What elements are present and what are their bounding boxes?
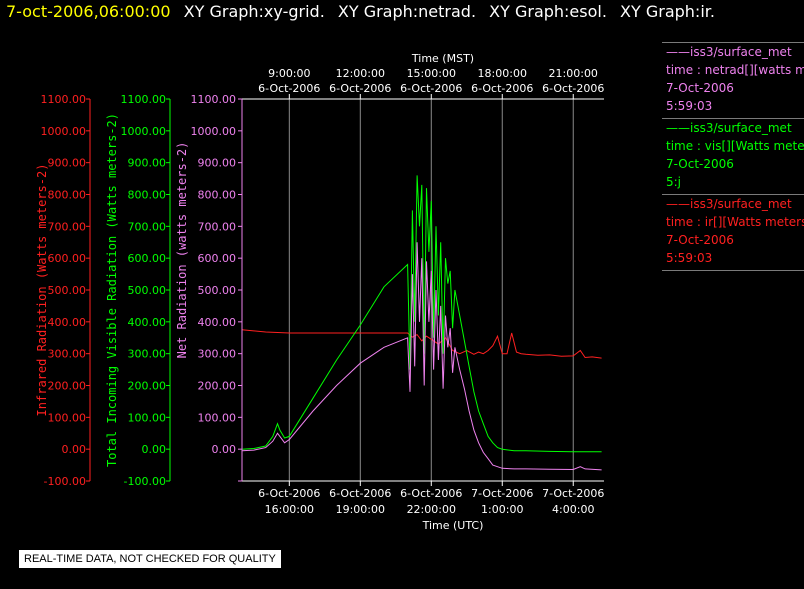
- y-tick-label-net-12: 1100.00: [191, 93, 237, 106]
- y-tick-label-vis-8: 700.00: [128, 220, 167, 233]
- y-axis-title-ir: Infrared Radiation (Watts meters-2): [35, 164, 49, 417]
- top-tick-time-0: 9:00:00: [268, 67, 310, 80]
- top-axis-title: Time (MST): [411, 52, 474, 65]
- y-tick-label-vis-0: -100.00: [124, 475, 166, 488]
- legend-source: ——iss3/surface_met: [666, 45, 792, 59]
- y-tick-label-vis-1: 0.00: [142, 443, 167, 456]
- header-title-ir[interactable]: XY Graph:ir.: [620, 2, 715, 21]
- y-tick-label-ir-7: 600.00: [48, 252, 87, 265]
- bottom-tick-date-4: 7-Oct-2006: [542, 487, 604, 500]
- bottom-tick-date-3: 7-Oct-2006: [471, 487, 533, 500]
- bottom-axis-title: Time (UTC): [422, 519, 484, 532]
- y-tick-label-vis-2: 100.00: [128, 411, 167, 424]
- top-tick-date-2: 6-Oct-2006: [400, 82, 462, 95]
- y-tick-label-vis-4: 300.00: [128, 348, 167, 361]
- series-layer: [241, 175, 602, 471]
- top-tick-date-3: 6-Oct-2006: [471, 82, 533, 95]
- top-tick-time-3: 18:00:00: [478, 67, 527, 80]
- y-tick-label-net-11: 1000.00: [191, 125, 237, 138]
- header-title-esol[interactable]: XY Graph:esol.: [489, 2, 607, 21]
- top-tick-time-2: 15:00:00: [407, 67, 456, 80]
- legend-date: 7-Oct-2006: [666, 157, 734, 171]
- y-tick-label-net-8: 700.00: [198, 220, 237, 233]
- bottom-tick-date-2: 6-Oct-2006: [400, 487, 462, 500]
- y-tick-label-net-5: 400.00: [198, 316, 237, 329]
- text-layer: -100.00 0.00 100.00 200.00 300.00 400.00 500.0…: [35, 52, 604, 532]
- top-tick-date-4: 6-Oct-2006: [542, 82, 604, 95]
- bottom-tick-time-3: 1:00:00: [481, 503, 523, 516]
- legend-date: 7-Oct-2006: [666, 233, 734, 247]
- y-tick-label-ir-11: 1000.00: [41, 125, 87, 138]
- header-title-xy-grid[interactable]: XY Graph:xy-grid.: [183, 2, 325, 21]
- y-tick-label-net-4: 300.00: [198, 348, 237, 361]
- y-tick-label-ir-4: 300.00: [48, 348, 87, 361]
- grid-layer: [288, 99, 574, 481]
- y-tick-label-ir-0: -100.00: [44, 475, 86, 488]
- legend-variable: time : netrad[][watts meters-2]: [666, 63, 804, 77]
- y-tick-label-vis-12: 1100.00: [121, 93, 167, 106]
- legend-source: ——iss3/surface_met: [666, 197, 792, 211]
- bottom-tick-time-2: 22:00:00: [407, 503, 456, 516]
- y-tick-label-ir-1: 0.00: [62, 443, 87, 456]
- legend-variable: time : ir[][Watts meters-2]: [666, 215, 804, 229]
- top-tick-date-1: 6-Oct-2006: [329, 82, 391, 95]
- series-line-ir: [241, 329, 602, 359]
- series-line-net: [241, 242, 602, 471]
- legend-time: 5:59:03: [666, 251, 713, 265]
- y-axis-title-vis: Total Incoming Visible Radiation (Watts …: [105, 113, 119, 467]
- legend-time: 5:59:03: [666, 99, 713, 113]
- y-tick-label-ir-3: 200.00: [48, 380, 87, 393]
- legend-date: 7-Oct-2006: [666, 81, 734, 95]
- y-tick-label-net-3: 200.00: [198, 380, 237, 393]
- bottom-tick-time-0: 16:00:00: [265, 503, 314, 516]
- y-tick-label-net-10: 900.00: [198, 157, 237, 170]
- header-title-netrad[interactable]: XY Graph:netrad.: [337, 2, 477, 21]
- y-tick-label-vis-7: 600.00: [128, 252, 167, 265]
- y-tick-label-vis-9: 800.00: [128, 189, 167, 202]
- legend-source: ——iss3/surface_met: [666, 121, 792, 135]
- y-tick-label-vis-5: 400.00: [128, 316, 167, 329]
- y-tick-label-vis-3: 200.00: [128, 380, 167, 393]
- bottom-tick-date-0: 6-Oct-2006: [258, 487, 320, 500]
- y-tick-label-net-6: 500.00: [198, 284, 237, 297]
- y-tick-label-net-7: 600.00: [198, 252, 237, 265]
- y-tick-label-ir-10: 900.00: [48, 157, 87, 170]
- y-tick-label-ir-5: 400.00: [48, 316, 87, 329]
- y-axis-title-net: Net Radiation (watts meters-2): [175, 142, 189, 359]
- top-tick-time-1: 12:00:00: [336, 67, 385, 80]
- graph-header: 7-oct-2006,06:00:00 XY Graph:xy-grid. XY…: [6, 2, 715, 21]
- y-tick-label-net-1: 0.00: [212, 443, 237, 456]
- series-line-vis: [241, 175, 602, 453]
- y-tick-label-net-9: 800.00: [198, 189, 237, 202]
- quality-notice: REAL-TIME DATA, NOT CHECKED FOR QUALITY: [19, 550, 281, 568]
- y-tick-label-vis-10: 900.00: [128, 157, 167, 170]
- top-tick-date-0: 6-Oct-2006: [258, 82, 320, 95]
- y-tick-label-ir-8: 700.00: [48, 220, 87, 233]
- y-tick-label-vis-11: 1000.00: [121, 125, 167, 138]
- y-tick-label-ir-2: 100.00: [48, 411, 87, 424]
- y-tick-label-ir-6: 500.00: [48, 284, 87, 297]
- top-tick-time-4: 21:00:00: [549, 67, 598, 80]
- legend-variable: time : vis[][Watts meters-2]: [666, 139, 804, 153]
- y-tick-label-ir-9: 800.00: [48, 189, 87, 202]
- y-tick-label-ir-12: 1100.00: [41, 93, 87, 106]
- y-tick-label-net-2: 100.00: [198, 411, 237, 424]
- bottom-tick-date-1: 6-Oct-2006: [329, 487, 391, 500]
- axes-layer: [86, 94, 604, 486]
- header-datetime: 7-oct-2006,06:00:00: [6, 2, 171, 21]
- bottom-tick-time-4: 4:00:00: [552, 503, 594, 516]
- y-tick-label-vis-6: 500.00: [128, 284, 167, 297]
- legend-time: 5:j: [666, 175, 682, 189]
- bottom-tick-time-1: 19:00:00: [336, 503, 385, 516]
